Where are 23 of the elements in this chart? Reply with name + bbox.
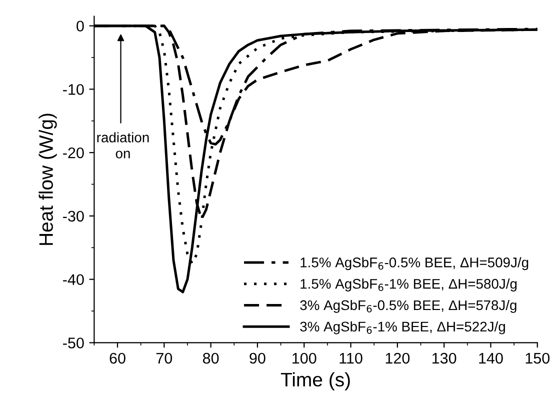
- y-tick-label: -10: [63, 84, 84, 95]
- legend-label: 3% AgSbF$_{6}$-0.5% BEE, ΔH=578J/g: [300, 300, 516, 313]
- x-tick-label: 140: [479, 352, 503, 364]
- x-tick-label: 130: [432, 352, 456, 364]
- y-tick-label: -20: [63, 147, 84, 158]
- x-tick-label: 100: [292, 352, 316, 364]
- legend-label: 1.5% AgSbF$_{6}$-1% BEE, ΔH=580J/g: [300, 278, 517, 292]
- x-tick-label: 150: [526, 352, 550, 364]
- y-tick-label: 0: [76, 20, 84, 32]
- x-tick-label: 90: [250, 352, 266, 364]
- x-tick-label: 60: [110, 352, 126, 364]
- x-axis-title: Time (s): [280, 372, 350, 390]
- legend-label: 3% AgSbF$_{6}$-1% BEE, ΔH=522J/g: [300, 321, 505, 334]
- y-tick-label: -40: [63, 274, 84, 286]
- x-tick-label: 70: [156, 352, 172, 364]
- x-tick-label: 110: [340, 352, 362, 364]
- legend-label: 1.5% AgSbF$_{6}$-0.5% BEE, ΔH=509J/g: [300, 257, 528, 270]
- annotation: radiation on: [97, 132, 149, 158]
- y-tick-label: -30: [63, 210, 84, 222]
- x-tick-label: 80: [202, 352, 219, 364]
- y-tick-label: -50: [63, 338, 84, 348]
- y-axis-title: Heat flow (W/g): [38, 114, 57, 245]
- x-tick-label: 120: [386, 352, 410, 364]
